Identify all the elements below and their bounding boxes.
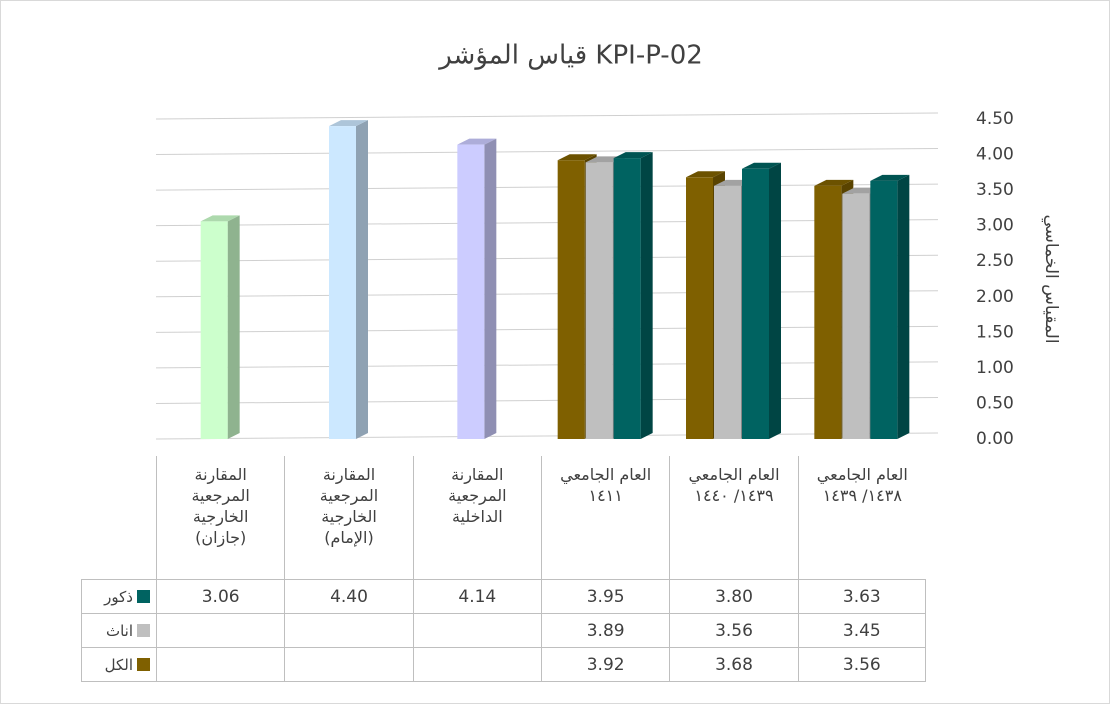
table-cell: 3.56 [669,613,797,647]
bar [586,162,613,439]
table-cell [284,647,412,681]
table-cell: 3.63 [798,579,926,613]
legend-swatch [137,658,150,671]
legend-swatch [137,624,150,637]
table-cell: 3.56 [798,647,926,681]
bar [842,194,869,439]
x-tick-label: العام الجامعي ١٤٣٩/ ١٤٤٠ [669,456,797,579]
bar [558,160,585,439]
table-cell [156,613,284,647]
bar-side [356,120,368,439]
y-tick-label: 3.00 [976,216,1014,236]
table-cell: 4.40 [284,579,412,613]
y-tick-label: 1.50 [976,322,1014,342]
bar-side [228,215,240,439]
table-bottom [81,681,926,682]
legend-entry: ذكور [81,579,156,613]
bar [614,158,641,439]
table-cell: 4.14 [413,579,541,613]
table-cell [413,613,541,647]
bar [686,177,713,439]
table-cell [156,647,284,681]
x-tick-label: المقارنة المرجعية الخارجية (الإمام) [284,456,412,579]
table-cell: 3.80 [669,579,797,613]
chart-page: قياس المؤشر KPI-P-02 المقياس الخماسي 0.0… [0,0,1110,704]
bar [870,181,897,439]
table-cell: 3.68 [669,647,797,681]
legend-label: اناث [106,622,133,640]
bar [714,186,741,439]
chart-title: قياس المؤشر KPI-P-02 [437,41,703,71]
y-tick-label: 3.50 [976,180,1014,200]
grid-line [156,113,938,119]
y-tick-label: 0.50 [976,393,1014,413]
bar-side [641,152,653,439]
bar [457,145,484,439]
bar [742,169,769,439]
x-tick-label: المقارنة المرجعية الخارجية (جازان) [156,456,284,579]
legend-entry: الكل [81,647,156,681]
bar [201,221,228,439]
legend-label: الكل [105,656,133,674]
x-tick-label: المقارنة المرجعية الداخلية [413,456,541,579]
x-tick-label: العام الجامعي ١٤٣٨/ ١٤٣٩ [798,456,926,579]
legend-entry: اناث [81,613,156,647]
legend-swatch [137,590,150,603]
bar [814,186,841,439]
y-tick-label: 4.00 [976,145,1014,165]
table-cell: 3.92 [541,647,669,681]
legend-label: ذكور [104,588,133,606]
bar [329,126,356,439]
table-cell: 3.45 [798,613,926,647]
y-tick-label: 2.00 [976,287,1014,307]
table-cell [413,647,541,681]
table-cell [284,613,412,647]
y-axis-title: المقياس الخماسي [1041,214,1061,343]
bar-side [769,163,781,439]
x-tick-label: العام الجامعي ١٤١١ [541,456,669,579]
table-cell: 3.06 [156,579,284,613]
bar-side [897,175,909,439]
y-tick-label: 0.00 [976,429,1014,449]
bar-side [484,139,496,439]
table-cell: 3.95 [541,579,669,613]
y-tick-label: 2.50 [976,251,1014,271]
grid-line [156,149,938,155]
y-tick-label: 1.00 [976,358,1014,378]
y-tick-label: 4.50 [976,109,1014,129]
table-cell: 3.89 [541,613,669,647]
